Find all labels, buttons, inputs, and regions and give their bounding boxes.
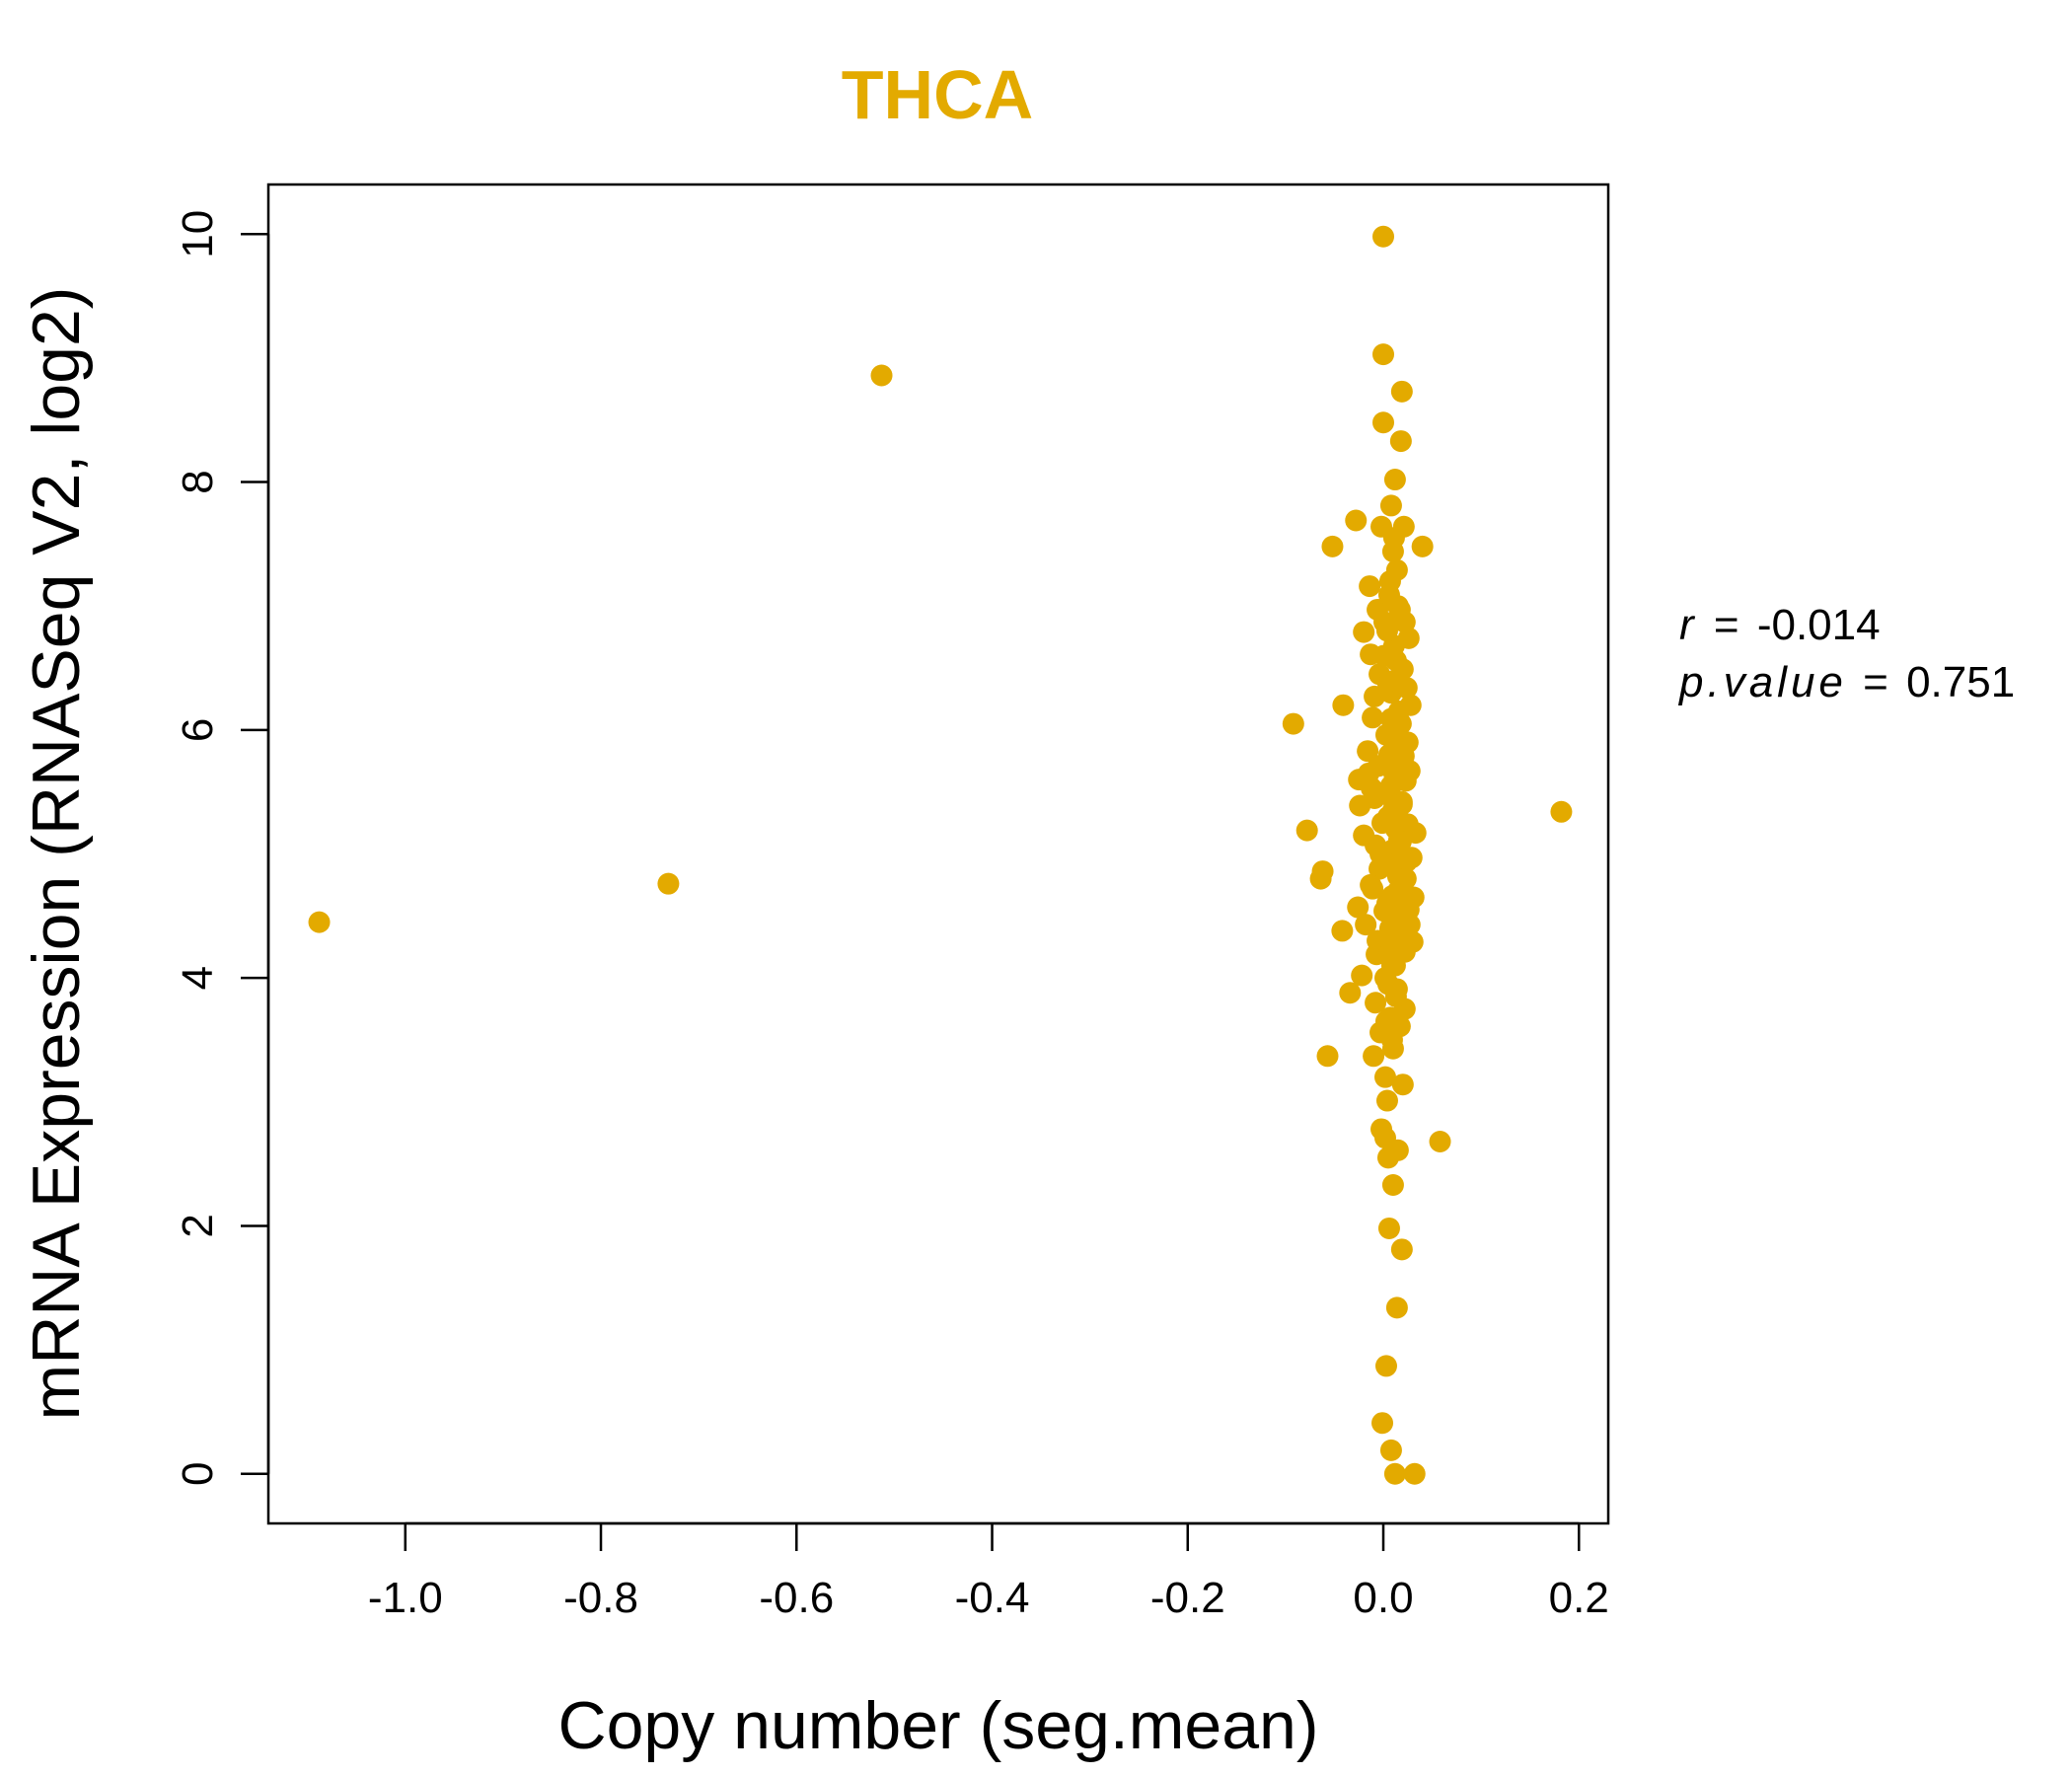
data-point bbox=[1429, 1131, 1451, 1152]
data-point bbox=[1394, 867, 1417, 890]
data-point bbox=[1386, 1139, 1409, 1161]
data-point bbox=[1390, 380, 1413, 403]
x-tick-label: -0.4 bbox=[955, 1574, 1030, 1622]
data-point bbox=[1331, 920, 1354, 942]
r-stat: r = -0.014 bbox=[1679, 601, 1881, 649]
y-tick-label: 4 bbox=[174, 966, 222, 990]
data-point bbox=[1282, 712, 1304, 735]
data-point bbox=[1391, 756, 1414, 778]
data-point bbox=[1383, 669, 1406, 692]
data-point bbox=[1295, 819, 1318, 842]
data-point bbox=[1369, 843, 1392, 865]
y-tick-label: 2 bbox=[174, 1214, 222, 1237]
data-point bbox=[1380, 1028, 1403, 1051]
stats-annotation: r = -0.014 p.value = 0.751 bbox=[1677, 601, 2015, 706]
data-point bbox=[1364, 786, 1386, 809]
data-point bbox=[1386, 595, 1409, 618]
data-point bbox=[1375, 620, 1398, 642]
data-point bbox=[1390, 1238, 1413, 1261]
r-label: r bbox=[1679, 601, 1696, 649]
data-point bbox=[1379, 775, 1402, 797]
data-point bbox=[1374, 1066, 1396, 1088]
y-tick-label: 6 bbox=[174, 718, 222, 742]
y-axis-label: mRNA Expression (RNASeq V2, log2) bbox=[19, 287, 94, 1421]
data-point bbox=[1363, 1045, 1385, 1068]
x-tick-label: -1.0 bbox=[368, 1574, 443, 1622]
y-axis: 0 2 4 6 8 10 bbox=[174, 210, 270, 1486]
data-point bbox=[1371, 1412, 1394, 1435]
data-point bbox=[1389, 712, 1412, 735]
data-point bbox=[1353, 621, 1375, 643]
data-point bbox=[1321, 535, 1344, 557]
data-point bbox=[1345, 509, 1368, 532]
r-equals: = bbox=[1714, 601, 1739, 649]
data-point bbox=[1411, 535, 1434, 557]
data-point bbox=[1332, 694, 1355, 716]
y-tick-label: 0 bbox=[174, 1461, 222, 1485]
x-axis: -1.0 -0.8 -0.6 -0.4 -0.2 0.0 0.2 bbox=[368, 1521, 1609, 1622]
data-point bbox=[1379, 1439, 1402, 1461]
data-point bbox=[1397, 627, 1420, 649]
data-point bbox=[657, 872, 680, 895]
data-point bbox=[1372, 411, 1395, 434]
data-point bbox=[1385, 1296, 1408, 1319]
data-point bbox=[1358, 762, 1380, 784]
data-point bbox=[1381, 1173, 1404, 1196]
data-point bbox=[1378, 570, 1401, 593]
data-point bbox=[1382, 527, 1405, 550]
data-point bbox=[1362, 706, 1384, 729]
data-point bbox=[1355, 914, 1377, 936]
x-tick-label: -0.2 bbox=[1150, 1574, 1225, 1622]
x-tick-label: -0.8 bbox=[563, 1574, 638, 1622]
data-point bbox=[1375, 1089, 1398, 1112]
data-point bbox=[1365, 992, 1387, 1014]
data-point bbox=[1379, 494, 1402, 517]
data-point bbox=[1309, 867, 1332, 890]
data-point bbox=[1381, 799, 1404, 822]
data-point bbox=[1384, 986, 1407, 1007]
data-point bbox=[1397, 899, 1420, 922]
data-point bbox=[308, 911, 331, 933]
data-point bbox=[1339, 982, 1362, 1004]
data-point bbox=[1377, 942, 1400, 965]
data-point bbox=[1383, 469, 1406, 491]
data-point bbox=[1351, 964, 1373, 987]
data-point bbox=[1374, 1010, 1397, 1033]
data-point bbox=[1399, 694, 1422, 716]
data-point bbox=[1374, 1355, 1397, 1377]
points-layer bbox=[308, 225, 1573, 1485]
p-equals: = bbox=[1863, 658, 1888, 706]
data-point bbox=[1360, 873, 1382, 896]
data-point bbox=[1372, 225, 1395, 248]
data-point bbox=[1377, 1217, 1400, 1239]
data-point bbox=[1389, 430, 1412, 453]
data-point bbox=[870, 364, 893, 387]
data-point bbox=[1391, 1073, 1414, 1096]
data-point bbox=[1359, 575, 1381, 598]
data-point bbox=[1403, 1462, 1426, 1485]
data-point bbox=[1385, 924, 1408, 946]
data-point bbox=[1396, 731, 1419, 754]
data-point bbox=[1383, 1462, 1406, 1485]
data-point bbox=[1372, 343, 1395, 366]
y-tick-label: 10 bbox=[174, 210, 222, 259]
data-point bbox=[1550, 800, 1573, 823]
chart-title: THCA bbox=[842, 56, 1033, 133]
p-label: p.value bbox=[1677, 658, 1847, 706]
x-axis-label: Copy number (seg.mean) bbox=[557, 1688, 1318, 1763]
data-point bbox=[1357, 740, 1379, 763]
y-tick-label: 8 bbox=[174, 470, 222, 493]
p-value: 0.751 bbox=[1906, 658, 2015, 706]
x-tick-label: 0.2 bbox=[1549, 1574, 1609, 1622]
data-point bbox=[1373, 644, 1396, 667]
data-point bbox=[1389, 830, 1412, 852]
r-value: -0.014 bbox=[1757, 601, 1881, 649]
data-point bbox=[1316, 1045, 1339, 1068]
x-tick-label: -0.6 bbox=[759, 1574, 834, 1622]
p-stat: p.value = 0.751 bbox=[1677, 658, 2015, 706]
data-point bbox=[1347, 896, 1369, 919]
x-tick-label: 0.0 bbox=[1353, 1574, 1413, 1622]
